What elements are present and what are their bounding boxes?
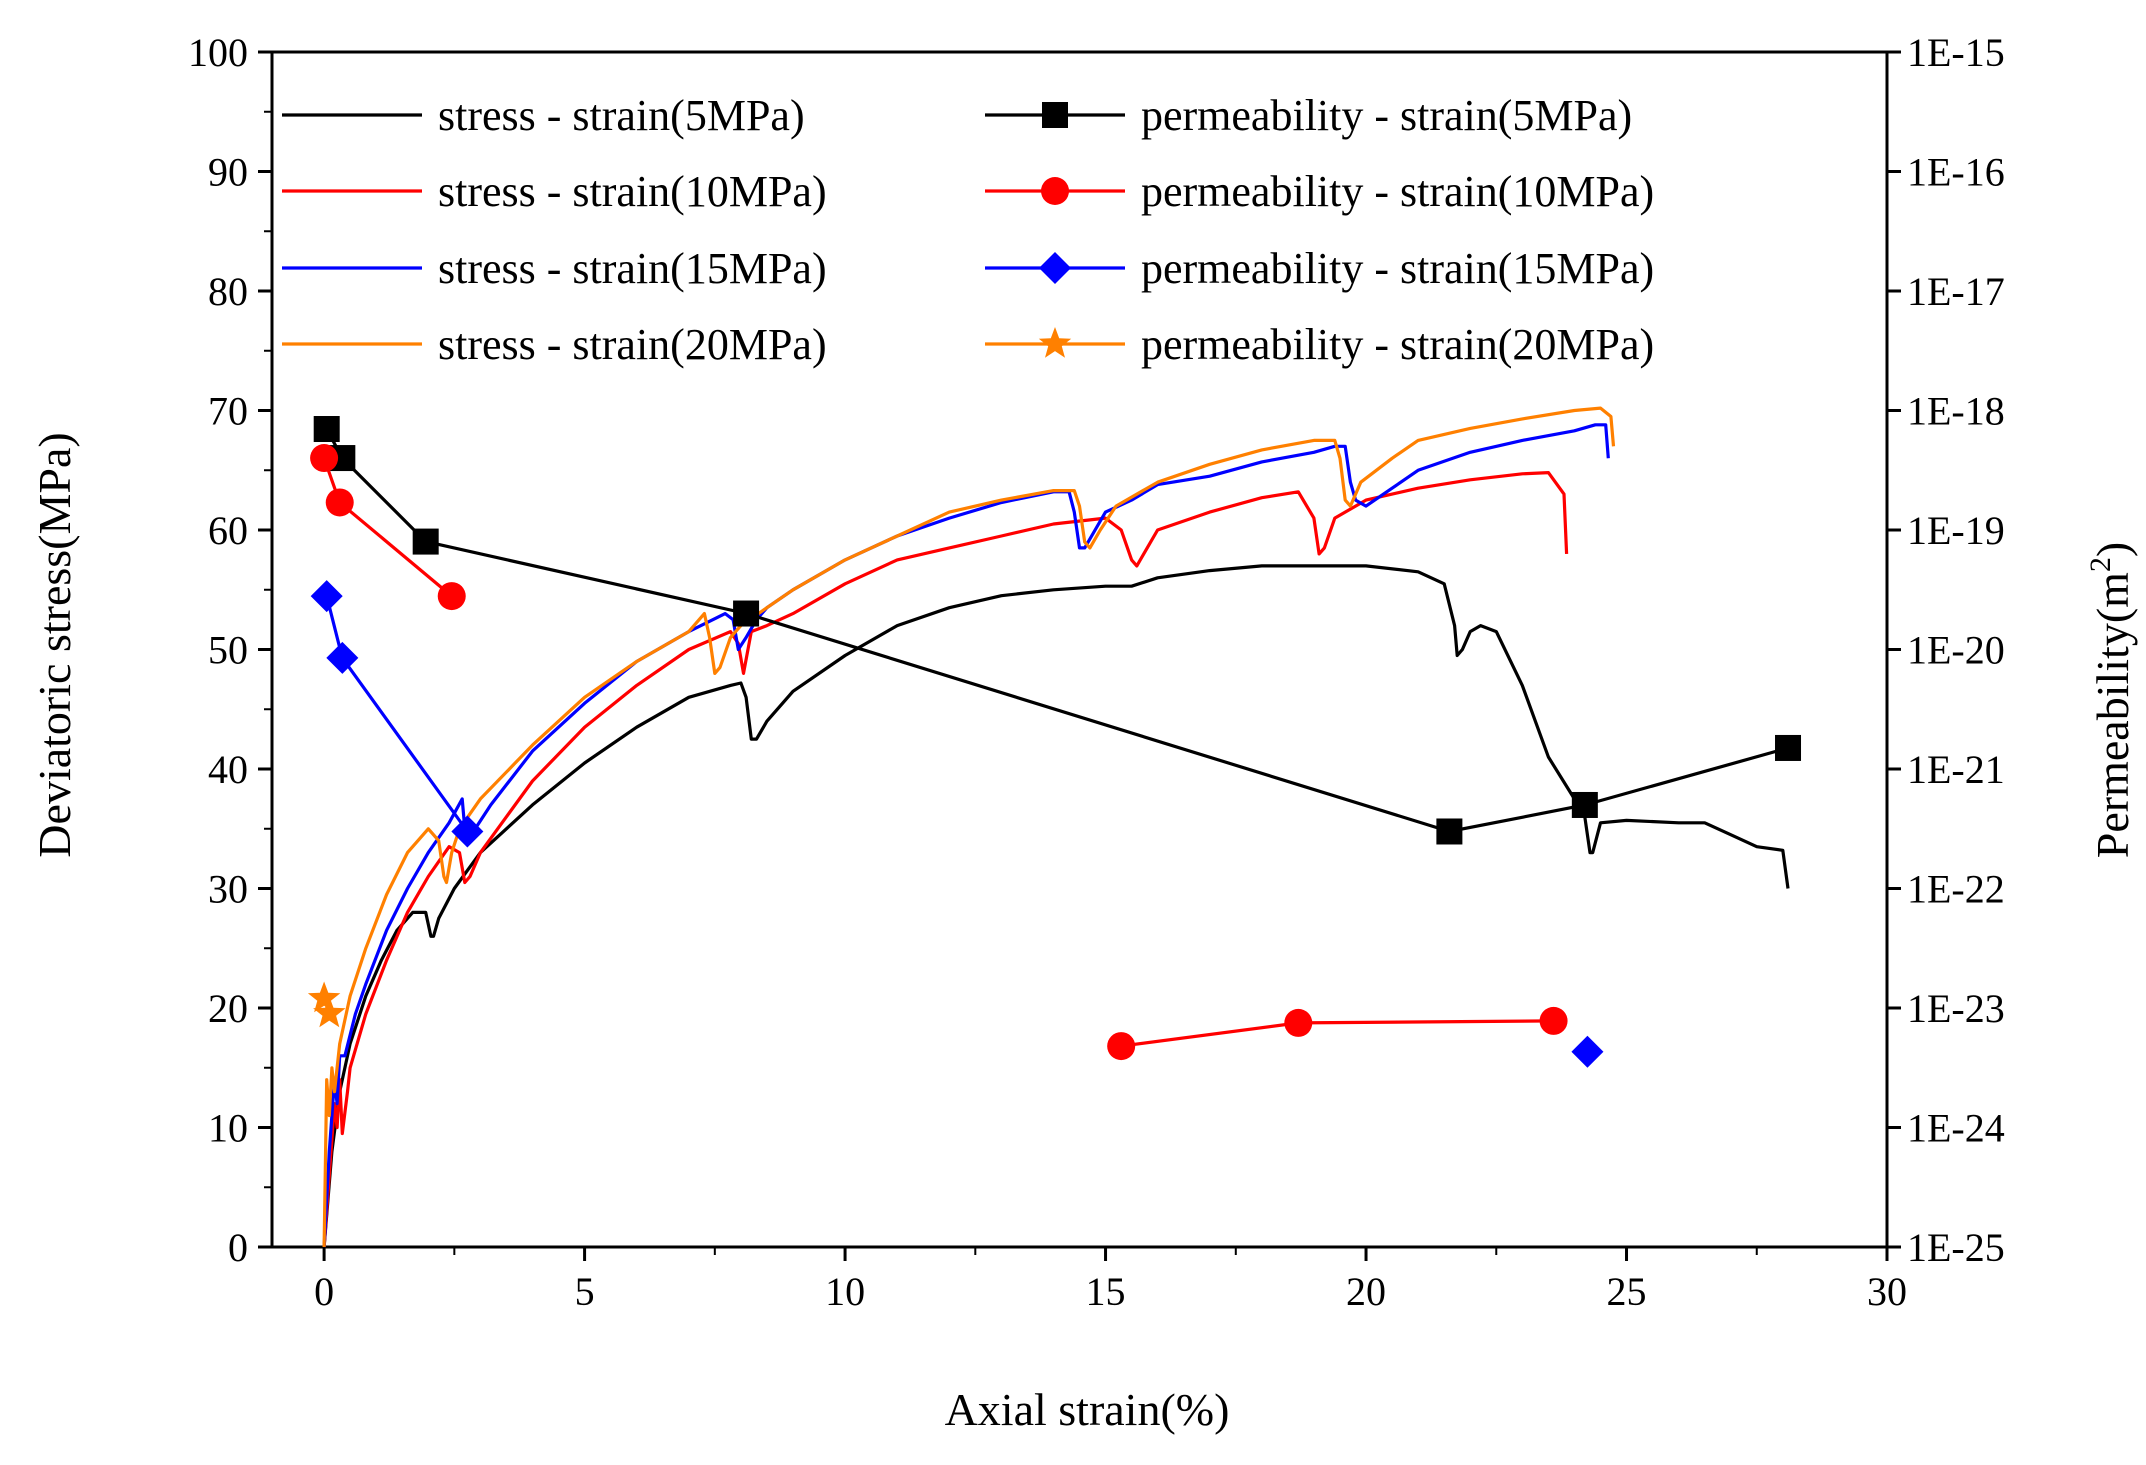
legend-marker-permeability-0 (1042, 102, 1068, 128)
y-right-axis-ticks: 1E-25 1E-24 1E-23 1E-22 1E-21 1E-20 1E-19 1E-18… (1887, 30, 2005, 1270)
y-left-tick-label: 70 (208, 389, 248, 434)
y-right-tick-label: 1E-21 (1907, 747, 2005, 792)
legend-label-permeability-0: permeability - strain(5MPa) (1141, 91, 1632, 140)
y-left-tick-label: 100 (188, 30, 248, 75)
stress-series-lines (322, 406, 1790, 1248)
permeability-point-2 (1571, 1035, 1604, 1068)
permeability-series-lines (307, 416, 1802, 1068)
stress-line-3 (322, 406, 1616, 1248)
permeability-point-1 (437, 582, 466, 611)
y-right-axis-title: Permeability(m2) (2084, 542, 2138, 858)
x-axis-ticks: 0 5 10 15 20 25 30 (314, 1247, 1907, 1314)
y-right-tick-label: 1E-16 (1907, 150, 2005, 195)
y-left-tick-label: 80 (208, 269, 248, 314)
permeability-point-2 (326, 641, 359, 674)
x-tick-label: 5 (575, 1269, 595, 1314)
permeability-point-1 (1284, 1008, 1313, 1037)
x-axis-title: Axial strain(%) (945, 1384, 1230, 1435)
y-left-tick-label: 10 (208, 1106, 248, 1151)
permeability-line-1-1 (1120, 1019, 1554, 1048)
x-tick-label: 20 (1346, 1269, 1386, 1314)
permeability-point-0 (733, 600, 760, 627)
y-right-tick-label: 1E-20 (1907, 628, 2005, 673)
legend-marker-permeability-3 (1038, 327, 1072, 358)
y-right-tick-label: 1E-15 (1907, 30, 2005, 75)
legend: stress - strain(5MPa) stress - strain(10M… (282, 91, 1654, 369)
stress-line-0 (322, 564, 1790, 1248)
permeability-point-2 (310, 580, 343, 613)
plot-frame (270, 50, 1889, 1249)
y-right-tick-label: 1E-17 (1907, 269, 2005, 314)
x-tick-label: 10 (825, 1269, 865, 1314)
permeability-point-3 (307, 981, 341, 1013)
y-right-axis-title-main: Permeability(m (2087, 572, 2138, 858)
legend-marker-permeability-2 (1039, 252, 1071, 284)
y-right-tick-label: 1E-18 (1907, 389, 2005, 434)
y-left-tick-label: 20 (208, 986, 248, 1031)
legend-label-stress-1: stress - strain(10MPa) (438, 167, 827, 216)
legend-label-stress-2: stress - strain(15MPa) (438, 244, 827, 293)
permeability-line-2-0 (325, 595, 469, 833)
y-right-tick-label: 1E-25 (1907, 1225, 2005, 1270)
permeability-point-1 (325, 488, 354, 517)
permeability-point-0 (412, 528, 439, 555)
x-tick-label: 25 (1607, 1269, 1647, 1314)
permeability-point-1 (310, 444, 339, 473)
permeability-point-0 (313, 416, 340, 443)
y-left-tick-label: 40 (208, 747, 248, 792)
permeability-point-0 (1571, 791, 1598, 818)
permeability-point-3 (313, 996, 346, 1028)
legend-label-permeability-3: permeability - strain(20MPa) (1141, 320, 1654, 369)
y-left-tick-label: 30 (208, 867, 248, 912)
permeability-point-0 (1436, 818, 1463, 845)
permeability-point-0 (1775, 734, 1802, 761)
legend-label-stress-0: stress - strain(5MPa) (438, 91, 805, 140)
legend-label-permeability-1: permeability - strain(10MPa) (1141, 167, 1654, 216)
stress-line-1 (322, 471, 1569, 1248)
y-right-tick-label: 1E-19 (1907, 508, 2005, 553)
legend-label-stress-3: stress - strain(20MPa) (438, 320, 827, 369)
permeability-point-2 (451, 815, 484, 848)
x-tick-label: 0 (314, 1269, 334, 1314)
y-right-tick-label: 1E-23 (1907, 986, 2005, 1031)
x-tick-label: 15 (1086, 1269, 1126, 1314)
x-tick-label: 30 (1867, 1269, 1907, 1314)
plot-frame-rect (270, 50, 1889, 1249)
y-left-axis-ticks: 0 10 20 30 40 50 60 70 80 90 100 (188, 30, 272, 1270)
y-right-axis-title-close: ) (2087, 542, 2138, 557)
permeability-point-1 (1539, 1006, 1568, 1035)
y-left-tick-label: 90 (208, 150, 248, 195)
permeability-line-1-0 (322, 457, 453, 598)
legend-label-permeability-2: permeability - strain(15MPa) (1141, 244, 1654, 293)
y-right-tick-label: 1E-22 (1907, 867, 2005, 912)
legend-marker-permeability-1 (1041, 177, 1069, 205)
y-left-tick-label: 60 (208, 508, 248, 553)
y-left-axis-title: Deviatoric stress(MPa) (29, 432, 80, 857)
permeability-point-1 (1107, 1032, 1136, 1061)
y-left-tick-label: 0 (228, 1225, 248, 1270)
y-right-tick-label: 1E-24 (1907, 1106, 2005, 1151)
stress-line-2 (322, 423, 1610, 1248)
y-right-axis-title-sup: 2 (2084, 557, 2117, 572)
y-left-tick-label: 50 (208, 628, 248, 673)
